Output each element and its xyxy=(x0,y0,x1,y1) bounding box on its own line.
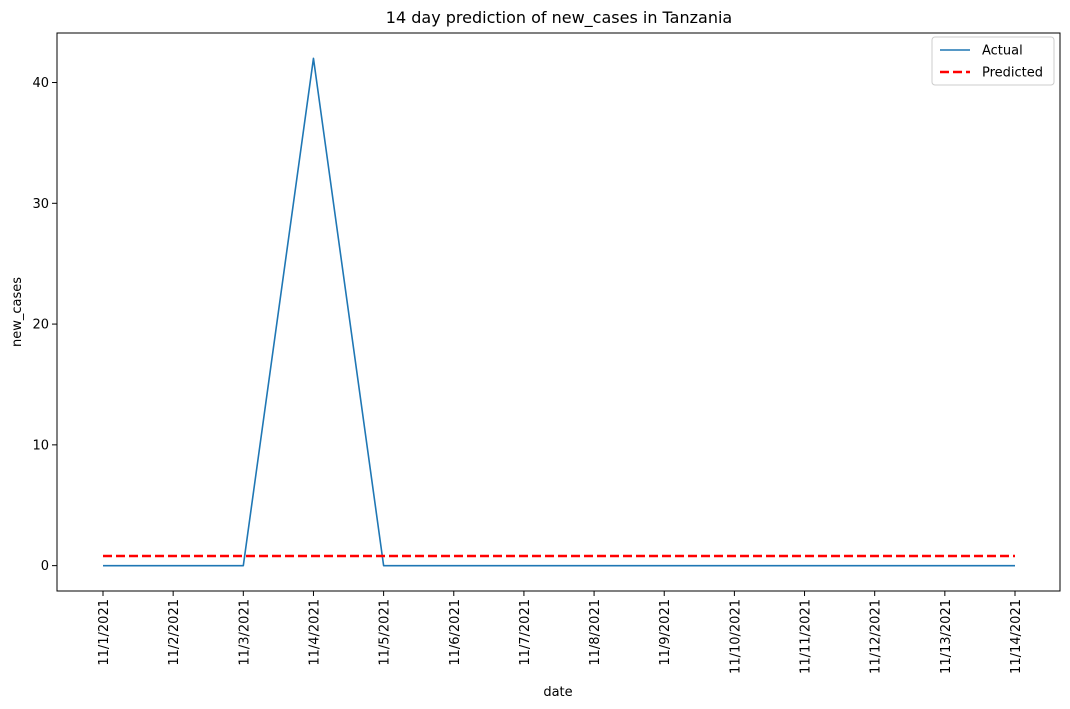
x-tick-label: 11/1/2021 xyxy=(97,599,112,666)
x-tick-label: 11/12/2021 xyxy=(869,599,884,674)
x-tick-label: 11/9/2021 xyxy=(658,599,673,666)
series-layer xyxy=(103,57,1015,567)
x-tick-label: 11/14/2021 xyxy=(1009,599,1024,674)
chart-title: 14 day prediction of new_cases in Tanzan… xyxy=(386,8,732,28)
legend-label-predicted: Predicted xyxy=(982,66,1043,81)
x-tick-label: 11/2/2021 xyxy=(167,599,182,666)
x-tick-label: 11/7/2021 xyxy=(518,599,533,666)
y-tick-label: 20 xyxy=(32,318,49,333)
y-axis-label: new_cases xyxy=(10,277,25,347)
x-tick-label: 11/4/2021 xyxy=(307,599,322,666)
x-tick-label: 11/8/2021 xyxy=(588,599,603,666)
x-tick-label: 11/10/2021 xyxy=(728,599,743,674)
y-axis: 0 10 20 30 40 xyxy=(32,76,57,574)
x-axis: 11/1/2021 11/2/2021 11/3/2021 11/4/2021 11/5… xyxy=(97,591,1024,674)
y-tick-label: 40 xyxy=(32,76,49,91)
y-tick-label: 10 xyxy=(32,438,49,453)
plot-area-frame xyxy=(56,32,1061,592)
x-axis-label: date xyxy=(543,685,572,700)
y-tick-label: 30 xyxy=(32,197,49,212)
x-tick-label: 11/5/2021 xyxy=(378,599,393,666)
x-tick-label: 11/11/2021 xyxy=(799,599,814,674)
y-tick-label: 0 xyxy=(41,559,49,574)
x-tick-label: 11/3/2021 xyxy=(237,599,252,666)
legend: Actual Predicted xyxy=(931,36,1055,86)
legend-label-actual: Actual xyxy=(982,44,1023,59)
x-tick-label: 11/6/2021 xyxy=(448,599,463,666)
x-tick-label: 11/13/2021 xyxy=(939,599,954,674)
series-line-actual xyxy=(103,57,1015,567)
legend-box xyxy=(931,36,1055,86)
